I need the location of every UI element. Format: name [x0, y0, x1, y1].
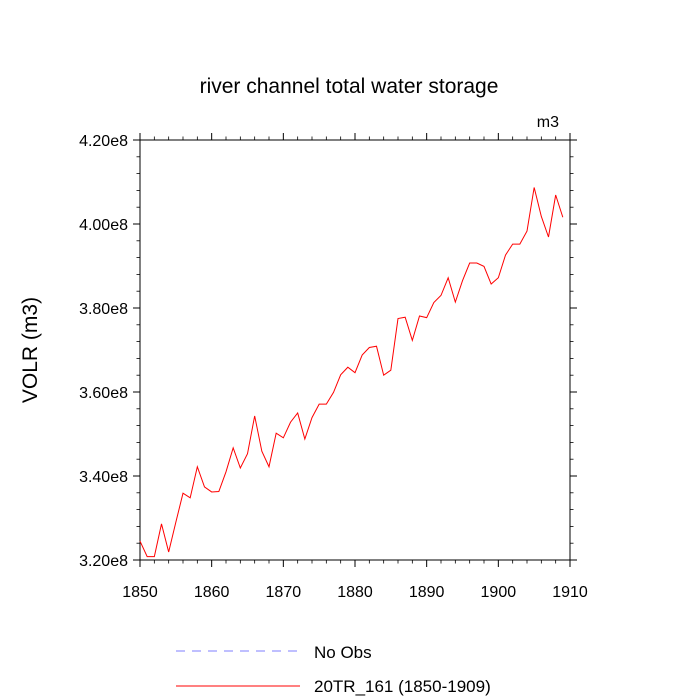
x-tick-label: 1880: [337, 584, 373, 601]
x-tick-label: 1870: [266, 584, 302, 601]
y-tick-label: 3.20e8: [79, 553, 128, 570]
units-label: m3: [537, 114, 559, 131]
y-tick-label: 3.80e8: [79, 301, 128, 318]
minor-ticks: [136, 136, 574, 564]
series-line-20TR-161: [139, 187, 564, 558]
y-tick-label: 3.40e8: [79, 469, 128, 486]
plot-frame: [139, 139, 571, 561]
legend: No Obs 20TR_161 (1850-1909): [176, 643, 491, 696]
x-tick-label: 1860: [194, 584, 230, 601]
x-tick-label: 1850: [122, 584, 158, 601]
x-tick-label: 1900: [481, 584, 517, 601]
major-ticks: [133, 133, 577, 567]
y-tick-label: 4.20e8: [79, 133, 128, 150]
chart-title: river channel total water storage: [200, 75, 499, 98]
y-tick-labels: 3.20e8 3.40e8 3.60e8 3.80e8 4.00e8 4.20e8: [79, 133, 128, 570]
y-tick-label: 3.60e8: [79, 385, 128, 402]
legend-label-no-obs: No Obs: [314, 643, 372, 662]
x-tick-labels: 1850 1860 1870 1880 1890 1900 1910: [122, 584, 588, 601]
x-tick-label: 1910: [552, 584, 588, 601]
legend-label-20TR-161: 20TR_161 (1850-1909): [314, 677, 491, 696]
y-axis-label: VOLR (m3): [19, 297, 42, 403]
y-tick-label: 4.00e8: [79, 217, 128, 234]
x-tick-label: 1890: [409, 584, 445, 601]
